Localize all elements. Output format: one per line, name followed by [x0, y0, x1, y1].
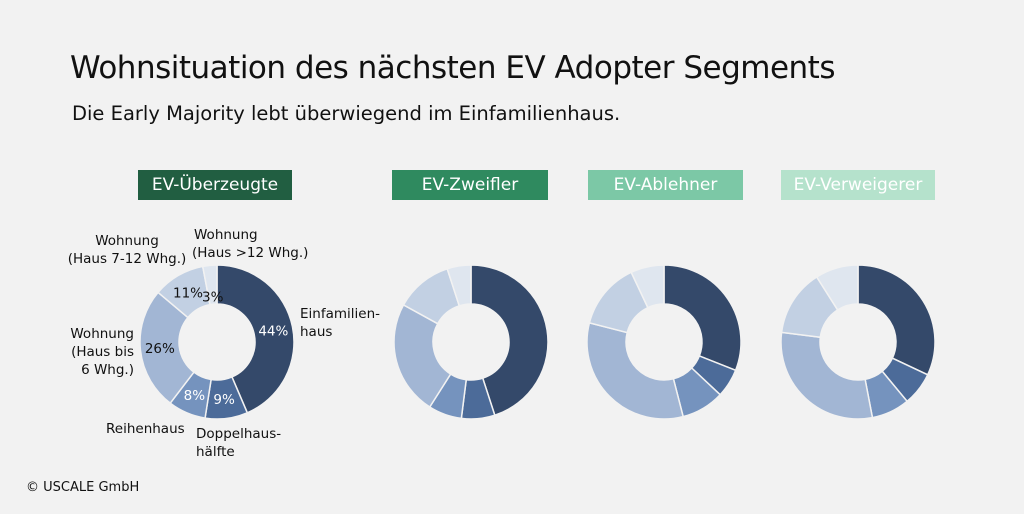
annotation-wohnung-7-12: Wohnung (Haus 7-12 Whg.) — [67, 233, 187, 267]
page-title: Wohnsituation des nächsten EV Adopter Se… — [70, 50, 835, 86]
segment-label-ev-ueberzeugte: EV-Überzeugte — [138, 170, 292, 200]
page-subtitle: Die Early Majority lebt überwiegend im E… — [72, 102, 621, 125]
slice-ev-zweifler-einfamilienhaus — [470, 264, 549, 417]
annotation-einfamilienhaus: Einfamilien- haus — [300, 306, 380, 340]
data-label-reihenhaus: 8% — [184, 388, 206, 404]
segment-label-ev-zweifler: EV-Zweifler — [392, 170, 548, 200]
annotation-reihenhaus: Reihenhaus — [106, 421, 185, 437]
segment-label-ev-verweigerer: EV-Verweigerer — [781, 170, 935, 200]
slice-ev-ablehner-wohnung-bis-6 — [586, 321, 685, 420]
annotation-wohnung-12-plus: Wohnung (Haus >12 Whg.) — [192, 227, 309, 261]
annotation-doppelhaushaelfte: Doppelhaus- hälfte — [196, 426, 282, 460]
segment-label-ev-ablehner: EV-Ablehner — [588, 170, 743, 200]
slice-ev-ueberzeugte-einfamilienhaus — [216, 264, 295, 414]
slice-ev-verweigerer-einfamilienhaus — [857, 264, 936, 376]
slice-ev-ablehner-einfamilienhaus — [663, 264, 742, 372]
data-label-wohnung-bis-6: 26% — [145, 341, 175, 357]
slice-ev-ueberzeugte-wohnung-bis-6 — [139, 291, 195, 405]
data-label-doppelhaushaelfte: 9% — [213, 392, 235, 408]
annotation-wohnung-bis-6: Wohnung (Haus bis 6 Whg.) — [70, 326, 134, 378]
slice-ev-ablehner-wohnung-12-plus — [630, 264, 665, 309]
slice-ev-ueberzeugte-wohnung-12-plus — [201, 264, 218, 306]
data-label-einfamilienhaus: 44% — [258, 323, 288, 339]
copyright-notice: © USCALE GmbH — [26, 480, 140, 495]
data-label-wohnung-12-plus: 3% — [202, 290, 224, 306]
data-label-wohnung-7-12: 11% — [173, 285, 203, 301]
slice-ev-verweigerer-wohnung-12-plus — [815, 264, 859, 311]
slice-ev-verweigerer-wohnung-bis-6 — [780, 331, 874, 420]
slice-ev-zweifler-wohnung-12-plus — [446, 264, 472, 307]
